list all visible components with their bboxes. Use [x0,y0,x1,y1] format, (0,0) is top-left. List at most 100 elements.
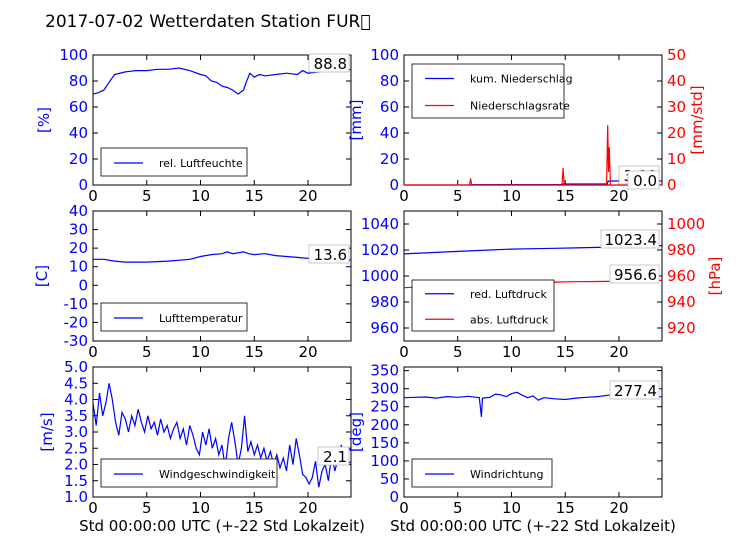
x-tick-label: 20 [609,343,628,361]
y-tick-label-right: 960 [667,267,696,285]
y-axis-label-right: [mm/std] [688,85,706,154]
y-tick-label: -20 [64,313,89,331]
panel-bottom-left: 0 5 10 15 20 1.01.52.02.53.03.54.04.55.0 [m/s]… [38,358,365,535]
panel-middle-right: 0 5 10 15 20 960 980 1000 1020 1040 920 940 960 980 10… [361,210,724,361]
y-tick-label: 200 [370,416,399,434]
y-tick-label: 0 [389,488,399,506]
y-axis-label-right: [hPa] [706,257,724,296]
y-tick-label: 80 [380,72,399,90]
value-annotation-box [627,170,660,190]
y-tick-label: 150 [370,434,399,452]
y-axis-label: [m/s] [38,412,56,451]
x-tick-label: 5 [453,343,463,361]
x-tick-label: 10 [502,343,521,361]
legend-label: Lufttemperatur [159,312,243,325]
y-tick-label-right: 980 [667,241,696,259]
x-tick-label: 20 [609,499,628,517]
value-annotation-box [609,264,660,284]
panel-bottom-right: 0 5 10 15 20050100150200250300350[deg]277.4W… [347,362,676,535]
y-axis-label: [mm] [347,100,365,141]
y-tick-label: 250 [370,398,399,416]
series-line [404,125,662,185]
value-annotation: 13.6 [314,246,347,264]
value-annotation-box [308,244,350,264]
y-tick-label: 1.0 [64,488,88,506]
y-tick-label-right: 920 [667,319,696,337]
value-annotation: 1023.4 [605,231,658,249]
x-tick-label: 15 [556,499,575,517]
y-tick-label-right: 50 [667,46,686,64]
y-tick-label: 100 [59,46,88,64]
legend-box [411,458,553,488]
y-tick-label: -30 [64,332,89,350]
figure-title: 2017-07-02 Wetterdaten Station FUR  [45,12,371,32]
legend-label: Windgeschwindigkeit [159,468,276,481]
value-annotation: 88.8 [314,55,347,73]
x-tick-label: 5 [453,187,463,205]
y-tick-label: 300 [370,380,399,398]
y-tick-label: 20 [380,150,399,168]
y-tick-label: 1.5 [64,472,88,490]
value-annotation: 2.1 [323,448,347,466]
x-tick-label: 0 [88,343,98,361]
y-tick-label: 20 [69,150,88,168]
y-tick-label: 3.5 [64,407,88,425]
y-tick-label: 20 [69,239,88,257]
x-tick-label: 5 [142,187,152,205]
y-tick-label: 0 [389,176,399,194]
legend-label: kum. Niederschlag [470,73,573,86]
x-tick-label: 20 [298,343,317,361]
y-tick-label-right: 40 [667,72,686,90]
y-axis-label: [deg] [347,412,365,452]
legend-box [100,458,278,488]
series-line [93,67,351,95]
x-tick-label: 20 [298,499,317,517]
y-tick-label-right: 10 [667,150,686,168]
y-tick-label: 100 [370,452,399,470]
y-tick-label: 0 [78,276,88,294]
x-tick-label: 0 [399,343,409,361]
x-tick-label: 10 [502,187,521,205]
x-tick-label: 10 [502,499,521,517]
y-tick-label: 50 [380,470,399,488]
series-line [93,251,351,263]
y-tick-label-right: 940 [667,293,696,311]
plot-frame [92,210,352,342]
x-tick-label: 15 [245,187,264,205]
x-tick-label: 10 [191,187,210,205]
x-tick-label: 5 [142,343,152,361]
legend-box [411,279,555,332]
y-tick-label-right: 1000 [667,215,705,233]
x-tick-label: 20 [298,187,317,205]
x-tick-label: 15 [556,343,575,361]
plot-frame [92,54,352,186]
legend-box [411,63,565,119]
legend-label: red. Luftdruck [470,288,547,301]
y-tick-label: -10 [64,295,89,313]
legend-box [100,302,248,332]
value-annotation-box [600,229,660,249]
x-axis-label: Std 00:00:00 UTC (+-22 Std Lokalzeit) [390,517,676,535]
y-tick-label: 350 [370,362,399,380]
x-tick-label: 0 [88,187,98,205]
series-line [404,391,662,417]
y-tick-label: 40 [69,124,88,142]
y-tick-label-right: 20 [667,124,686,142]
value-annotation-box [308,53,350,73]
legend-label: rel. Luftfeuchte [159,157,243,170]
y-tick-label: 40 [69,202,88,220]
x-tick-label: 20 [609,187,628,205]
y-tick-label: 960 [370,319,399,337]
panel-top-right: 0 5 10 15 20 0 20 40 60 80 100 0 10 20 30 40 50 [mm] [mm/s… [347,46,706,205]
x-tick-label: 5 [142,499,152,517]
y-tick-label: 1000 [361,267,399,285]
x-axis-label: Std 00:00:00 UTC (+-22 Std Lokalzeit) [79,517,365,535]
y-tick-label: 2.0 [64,456,88,474]
y-tick-label: 1020 [361,241,399,259]
y-tick-label: 100 [370,46,399,64]
y-axis-label: [%] [35,107,53,133]
x-tick-label: 15 [245,343,264,361]
panel-middle-left: 0 5 10 15 20-30-20-10010203040[C]13.6Lufttem… [33,202,352,361]
